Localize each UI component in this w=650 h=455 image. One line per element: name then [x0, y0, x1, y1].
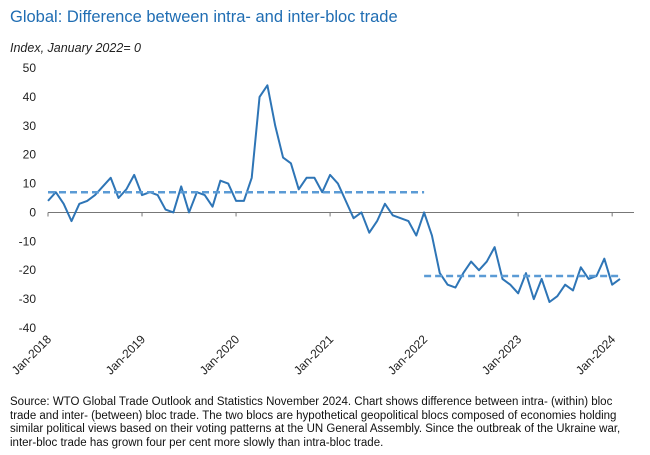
x-tick-label: Jan-2022 — [385, 332, 431, 378]
y-tick-label: -10 — [19, 234, 37, 248]
chart-title: Global: Difference between intra- and in… — [10, 8, 398, 26]
y-tick-label: 0 — [29, 205, 36, 219]
source-note: Source: WTO Global Trade Outlook and Sta… — [10, 396, 621, 449]
x-tick-label: Jan-2018 — [9, 332, 55, 378]
y-tick-label: -30 — [19, 292, 37, 306]
x-tick-label: Jan-2019 — [103, 332, 149, 378]
x-tick-label: Jan-2023 — [479, 332, 525, 378]
chart: Global: Difference between intra- and in… — [9, 8, 634, 378]
y-tick-label: 30 — [23, 119, 37, 133]
y-tick-label: 40 — [23, 90, 37, 104]
subtitle: Index, January 2022= 0 — [10, 41, 141, 55]
y-tick-label: -20 — [19, 263, 37, 277]
y-tick-label: -40 — [19, 321, 37, 335]
data-line — [47, 84, 621, 303]
y-tick-label: 10 — [23, 177, 37, 191]
x-tick-label: Jan-2020 — [197, 332, 243, 378]
x-tick-label: Jan-2021 — [291, 332, 337, 378]
x-tick-label: Jan-2024 — [573, 332, 619, 378]
y-tick-label: 20 — [23, 148, 37, 162]
y-tick-label: 50 — [23, 61, 37, 75]
